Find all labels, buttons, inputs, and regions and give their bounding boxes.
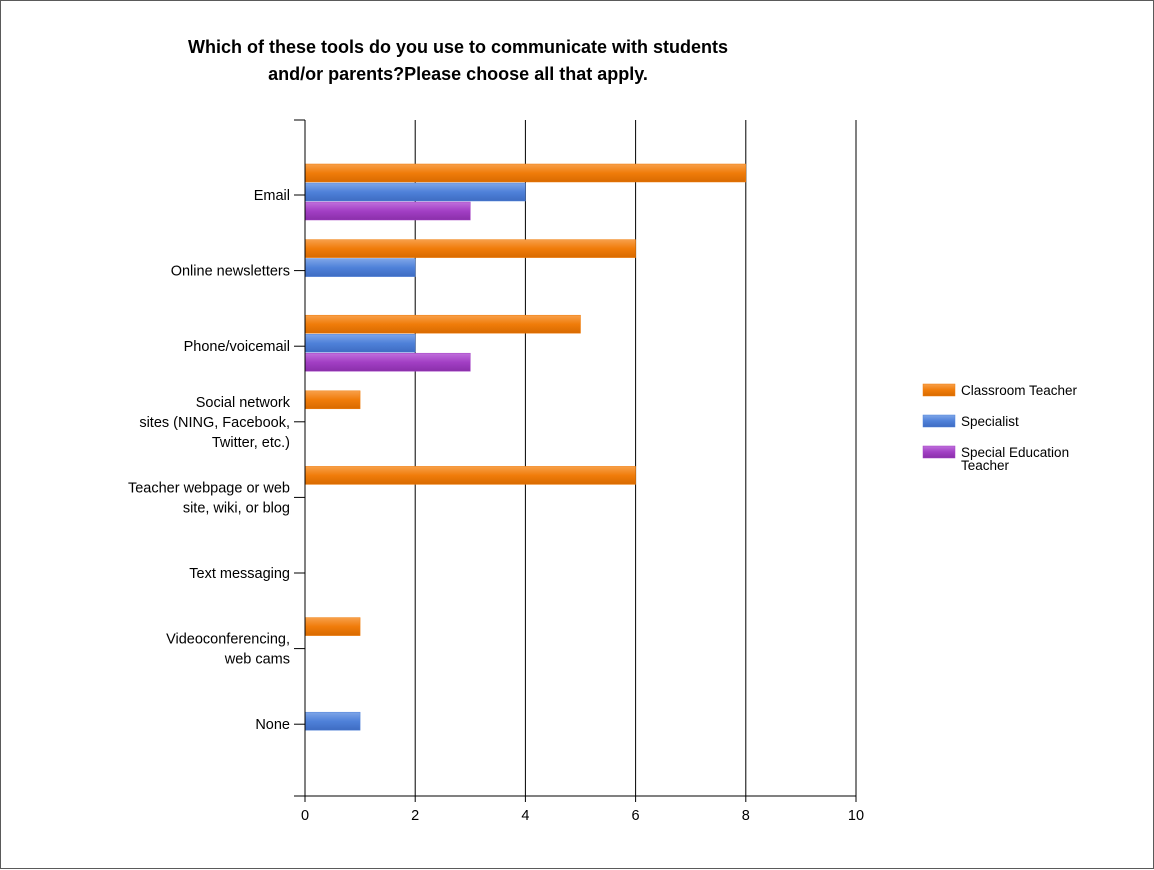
category-label-4-line-1: Social network xyxy=(196,395,291,411)
legend-label-special-education-teacher-line-1: Special Education xyxy=(961,445,1069,460)
legend-label-specialist: Specialist xyxy=(961,414,1019,429)
category-label-2: Online newsletters xyxy=(171,264,290,280)
bar-classroom-teacher-3 xyxy=(304,314,581,334)
legend-swatch-specialist xyxy=(922,414,956,428)
x-tick-label-0: 0 xyxy=(301,808,309,824)
category-label-4-line-2: sites (NING, Facebook, xyxy=(139,415,290,431)
category-label-3: Phone/voicemail xyxy=(184,339,290,355)
legend-swatch-special-education-teacher xyxy=(922,445,956,459)
gridlines xyxy=(414,120,857,796)
category-label-7-line-1: Videoconferencing, xyxy=(166,632,290,648)
category-label-5-line-1: Teacher webpage or web xyxy=(128,480,290,496)
category-label-8: None xyxy=(255,717,290,733)
title-line-1: Which of these tools do you use to commu… xyxy=(188,37,728,57)
legend-label-classroom-teacher: Classroom Teacher xyxy=(961,383,1078,398)
legend-label-special-education-teacher-line-2: Teacher xyxy=(961,458,1010,473)
bar-specialist-8 xyxy=(304,711,361,731)
bar-specialist-2 xyxy=(304,258,416,277)
bars xyxy=(304,163,747,731)
title-line-2: and/or parents?Please choose all that ap… xyxy=(268,64,648,84)
bar-classroom-teacher-7 xyxy=(304,617,361,636)
bar-special-education-teacher-1 xyxy=(304,201,471,221)
bar-classroom-teacher-4 xyxy=(304,390,361,410)
x-tick-label-10: 10 xyxy=(848,808,864,824)
x-tick-label-8: 8 xyxy=(742,808,750,824)
legend-swatch-classroom-teacher xyxy=(922,383,956,397)
x-tick-label-4: 4 xyxy=(521,808,529,824)
x-tick-label-6: 6 xyxy=(632,808,640,824)
category-label-6: Text messaging xyxy=(189,566,290,582)
bar-specialist-3 xyxy=(304,333,416,353)
category-label-7-line-2: web cams xyxy=(224,652,290,668)
bar-special-education-teacher-3 xyxy=(304,352,471,372)
bar-classroom-teacher-5 xyxy=(304,466,636,485)
legend: Classroom Teacher Specialist Special Educa… xyxy=(922,383,1078,473)
bar-classroom-teacher-1 xyxy=(304,163,747,183)
axes: 0 2 4 6 8 10 Email Online newsletters Phone/voic… xyxy=(128,119,864,824)
chart-title: Which of these tools do you use to commu… xyxy=(188,37,728,84)
category-label-5-line-2: site, wiki, or blog xyxy=(183,500,290,516)
bar-classroom-teacher-2 xyxy=(304,239,636,258)
x-tick-label-2: 2 xyxy=(411,808,419,824)
category-label-1: Email xyxy=(254,188,290,204)
category-label-4-line-3: Twitter, etc.) xyxy=(212,435,290,451)
bar-specialist-1 xyxy=(304,182,526,202)
